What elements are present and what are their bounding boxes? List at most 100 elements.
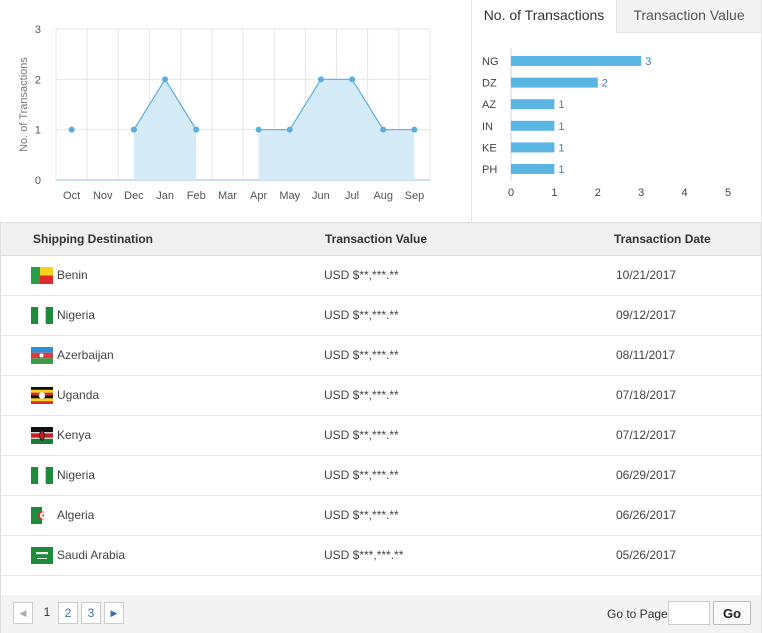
transactions-line-chart-panel: 0 1 2 3 Oct Nov Dec Jan Feb Mar Apr May Jun Jul Aug Sep… (0, 0, 452, 222)
transaction-date: 06/26/2017 (616, 508, 677, 522)
x-tick-label: Jul (345, 190, 359, 202)
table-row[interactable]: Nigeria USD $**,***.** 09/12/2017 (1, 296, 761, 336)
x-tick-label: 5 (725, 187, 731, 199)
transaction-value: USD $***,***.** (324, 548, 404, 562)
next-page-button[interactable]: ▶ (104, 602, 124, 624)
series-area (133, 79, 197, 180)
data-point (193, 126, 200, 133)
header-shipping-destination[interactable]: Shipping Destination (33, 232, 153, 246)
y-tick-label: 1 (35, 125, 41, 137)
transaction-value: USD $**,***.** (324, 348, 399, 362)
country-name: Benin (57, 268, 88, 282)
bar-value-label: 3 (645, 56, 651, 68)
x-tick-label: 2 (595, 187, 601, 199)
x-tick-label: 1 (551, 187, 557, 199)
x-tick-label: Feb (187, 190, 206, 202)
header-transaction-value[interactable]: Transaction Value (325, 232, 428, 246)
header-transaction-date[interactable]: Transaction Date (614, 232, 711, 246)
data-point (317, 76, 324, 83)
x-tick-label: Jun (312, 190, 330, 202)
table-row[interactable]: Nigeria USD $**,***.** 06/29/2017 (1, 456, 761, 496)
x-tick-label: Apr (250, 190, 267, 202)
destinations-bar-chart: NG 3 DZ 2 AZ 1 IN 1 KE 1 PH 1 0 1 2 3 4 5 (482, 48, 731, 199)
bar-value-label: 1 (558, 121, 564, 133)
bar-value-label: 2 (602, 78, 608, 90)
table-row[interactable]: Azerbaijan USD $**,***.** 08/11/2017 (1, 336, 761, 376)
benin-flag-icon (31, 267, 53, 284)
bar-value-label: 1 (558, 164, 564, 176)
table-row[interactable]: Algeria USD $**,***.** 06/26/2017 (1, 496, 761, 536)
prev-page-button[interactable]: ◀ (13, 602, 33, 624)
bar-category-label: AZ (482, 99, 496, 111)
data-point (162, 76, 169, 83)
country-name: Algeria (57, 508, 95, 522)
data-point (411, 126, 418, 133)
table-row[interactable]: Kenya USD $**,***.** 07/12/2017 (1, 416, 761, 456)
bar (511, 142, 555, 153)
y-tick-label: 0 (35, 175, 41, 187)
transactions-line-chart: 0 1 2 3 Oct Nov Dec Jan Feb Mar Apr May Jun Jul Aug Sep… (18, 24, 431, 202)
table-row[interactable]: Uganda USD $**,***.** 07/18/2017 (1, 376, 761, 416)
transaction-value: USD $**,***.** (324, 468, 399, 482)
page-1-link[interactable]: 1 (43, 605, 51, 619)
goto-page-input[interactable] (668, 601, 710, 625)
transaction-date: 10/21/2017 (616, 268, 677, 282)
uganda-flag-icon (31, 387, 53, 404)
top-destinations-panel: No. of Transactions Transaction Value NG… (471, 0, 762, 222)
tab-no-of-transactions[interactable]: No. of Transactions (472, 0, 616, 33)
bar-category-label: NG (482, 56, 499, 68)
transaction-date: 09/12/2017 (616, 308, 677, 322)
country-name: Nigeria (57, 308, 96, 322)
bar-category-label: IN (482, 121, 493, 133)
transaction-date: 08/11/2017 (616, 348, 676, 362)
transaction-date: 07/12/2017 (616, 428, 677, 442)
data-point (68, 126, 75, 133)
x-tick-label: Aug (373, 190, 393, 202)
data-point (130, 126, 137, 133)
x-tick-label: 3 (638, 187, 644, 199)
x-tick-label: Dec (124, 190, 144, 202)
country-name: Nigeria (57, 468, 96, 482)
y-tick-label: 3 (35, 24, 41, 36)
x-tick-label: Nov (93, 190, 113, 202)
x-tick-label: Mar (218, 190, 237, 202)
tab-transaction-value[interactable]: Transaction Value (616, 0, 761, 32)
transaction-value: USD $**,***.** (324, 428, 399, 442)
kenya-flag-icon (31, 427, 53, 444)
table-row[interactable]: Benin USD $**,***.** 10/21/2017 (1, 256, 761, 296)
x-tick-label: 0 (508, 187, 514, 199)
bar (511, 56, 642, 66)
transaction-value: USD $**,***.** (324, 388, 399, 402)
nigeria-flag-icon (31, 307, 53, 324)
page-3-link[interactable]: 3 (81, 602, 101, 624)
bar-value-label: 1 (558, 142, 564, 154)
y-axis-label: No. of Transactions (18, 57, 30, 152)
pagination-bar: ◀ 1 2 3 ▶ Go to Page Go (1, 595, 761, 633)
transaction-value: USD $**,***.** (324, 508, 399, 522)
x-tick-label: 4 (682, 187, 688, 199)
bar (511, 77, 598, 88)
country-name: Azerbaijan (57, 348, 114, 362)
table-body: Benin USD $**,***.** 10/21/2017 Nigeria USD … (1, 256, 761, 576)
data-point (349, 76, 356, 83)
country-name: Saudi Arabia (57, 548, 126, 562)
data-point (286, 126, 293, 133)
azerbaijan-flag-icon (31, 347, 53, 364)
go-button[interactable]: Go (713, 601, 751, 625)
transaction-date: 07/18/2017 (616, 388, 677, 402)
country-name: Uganda (57, 388, 100, 402)
transaction-value: USD $**,***.** (324, 268, 399, 282)
goto-page-label: Go to Page (607, 607, 668, 621)
table-row[interactable]: Saudi Arabia USD $***,***.** 05/26/2017 (1, 536, 761, 576)
transaction-date: 05/26/2017 (616, 548, 677, 562)
bar-value-label: 1 (558, 99, 564, 111)
country-name: Kenya (57, 428, 92, 442)
x-tick-label: May (279, 190, 300, 202)
page-2-link[interactable]: 2 (58, 602, 78, 624)
x-tick-label: Oct (63, 190, 80, 202)
transactions-table: Shipping Destination Transaction Value T… (0, 222, 762, 633)
series-area (258, 79, 415, 180)
saudi-arabia-flag-icon (31, 547, 53, 564)
bar (511, 99, 555, 110)
chart-tabs: No. of Transactions Transaction Value (472, 0, 761, 33)
